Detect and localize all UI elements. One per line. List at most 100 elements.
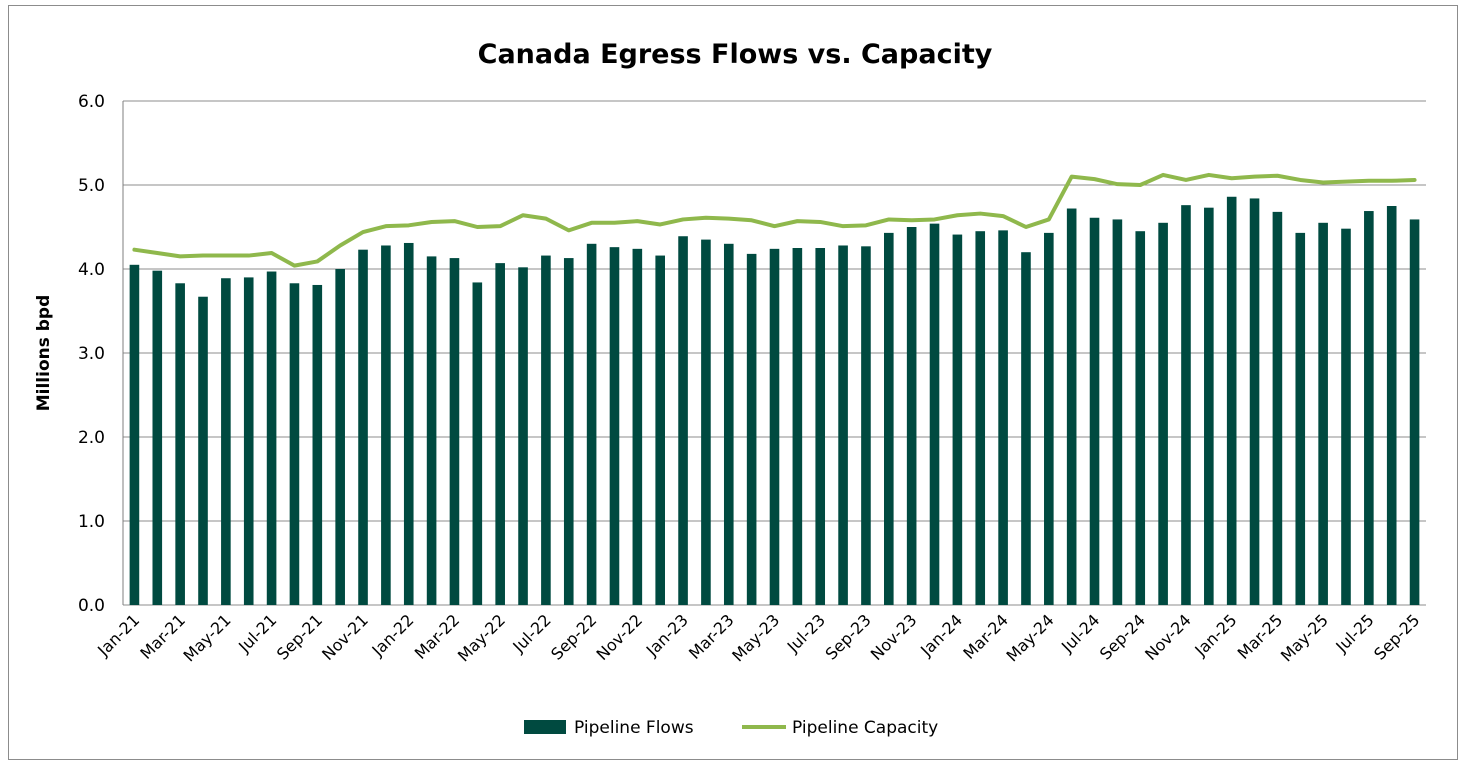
- x-tick-label: Jan-23: [642, 610, 692, 660]
- bar-pipeline-flows: [998, 230, 1008, 606]
- bar-pipeline-flows: [769, 248, 780, 605]
- x-tick-label: May-22: [454, 610, 509, 665]
- bar-pipeline-flows: [1272, 211, 1283, 605]
- bar-pipeline-flows: [289, 283, 300, 605]
- x-tick-label: Nov-24: [1141, 610, 1195, 664]
- bar-pipeline-flows: [929, 223, 940, 605]
- x-tick-label: Jan-22: [368, 610, 418, 660]
- bar-pipeline-flows: [1112, 219, 1123, 605]
- bar-pipeline-flows: [586, 243, 597, 606]
- bar-pipeline-flows: [815, 248, 826, 605]
- bar-pipeline-flows: [221, 278, 231, 605]
- bar-pipeline-flows: [1204, 207, 1214, 605]
- y-tick-label: 6.0: [78, 92, 105, 112]
- y-tick-label: 3.0: [78, 344, 105, 364]
- x-tick-label: Sep-23: [822, 610, 875, 663]
- y-tick-label: 1.0: [78, 512, 105, 532]
- bar-pipeline-flows: [609, 247, 620, 605]
- bar-pipeline-flows: [266, 271, 277, 605]
- bar-pipeline-flows: [655, 255, 665, 605]
- bar-pipeline-flows: [358, 249, 368, 605]
- bar-pipeline-flows: [1021, 252, 1031, 605]
- bar-pipeline-flows: [723, 243, 734, 606]
- bar-pipeline-flows: [312, 284, 323, 605]
- bar-pipeline-flows: [1089, 217, 1100, 605]
- legend-label-pipeline-flows: Pipeline Flows: [574, 718, 694, 738]
- y-tick-label: 0.0: [78, 596, 105, 616]
- y-tick-label: 5.0: [78, 176, 105, 196]
- y-tick-label: 4.0: [78, 260, 105, 280]
- bar-pipeline-flows: [175, 283, 185, 605]
- x-tick-label: Mar-22: [411, 610, 464, 663]
- bar-pipeline-flows: [541, 255, 551, 605]
- bar-pipeline-flows: [1044, 232, 1054, 605]
- y-axis-ticks: 0.0 1.0 2.0 3.0 4.0 5.0 6.0: [78, 92, 105, 616]
- legend: Pipeline Flows Pipeline Capacity: [524, 718, 938, 738]
- x-tick-label: Nov-23: [867, 610, 921, 664]
- x-tick-label: May-21: [180, 610, 235, 665]
- bar-pipeline-flows: [1318, 222, 1328, 606]
- bar-pipeline-flows: [1409, 219, 1420, 605]
- bar-pipeline-flows: [975, 231, 986, 605]
- bar-pipeline-flows: [518, 267, 528, 605]
- bar-pipeline-flows: [1364, 211, 1374, 606]
- x-tick-label: Mar-23: [685, 610, 738, 663]
- y-tick-label: 2.0: [78, 428, 105, 448]
- x-tick-label: Sep-24: [1096, 610, 1149, 663]
- bar-pipeline-flows: [152, 270, 163, 605]
- x-tick-label: Mar-24: [959, 610, 1012, 663]
- bar-pipeline-flows: [381, 245, 391, 606]
- bar-pipeline-flows: [792, 248, 803, 605]
- bar-pipeline-flows: [906, 227, 917, 605]
- bar-pipeline-flows: [861, 246, 871, 605]
- bar-pipeline-flows: [129, 264, 140, 605]
- x-tick-label: Mar-25: [1234, 610, 1287, 663]
- bar-pipeline-flows: [678, 236, 688, 606]
- bar-pipeline-flows: [335, 269, 345, 605]
- bar-pipeline-flows: [563, 258, 574, 605]
- y-axis-label: Millions bpd: [34, 295, 54, 412]
- x-tick-label: Sep-21: [273, 610, 326, 663]
- bar-pipeline-flows: [426, 256, 437, 605]
- bar-pipeline-flows: [1295, 232, 1306, 605]
- bar-pipeline-flows: [838, 245, 848, 606]
- chart-title: Canada Egress Flows vs. Capacity: [478, 39, 993, 70]
- bar-pipeline-flows: [1158, 222, 1168, 606]
- bar-pipeline-flows: [701, 239, 711, 605]
- bar-pipeline-flows: [1135, 231, 1146, 605]
- bar-pipeline-flows: [449, 258, 460, 605]
- bar-pipeline-flows: [1341, 228, 1351, 605]
- bar-pipeline-flows: [1066, 208, 1077, 605]
- line-pipeline-capacity: [132, 172, 1417, 268]
- x-tick-label: May-24: [1003, 610, 1058, 665]
- x-tick-label: May-25: [1277, 610, 1332, 665]
- legend-label-pipeline-capacity: Pipeline Capacity: [792, 718, 938, 738]
- x-tick-label: Nov-22: [592, 610, 646, 664]
- bar-pipeline-flows: [495, 263, 505, 605]
- x-tick-label: Sep-22: [547, 610, 600, 663]
- bar-pipeline-flows: [1226, 196, 1237, 605]
- x-tick-label: Jan-24: [916, 610, 966, 660]
- bar-pipeline-flows: [243, 277, 254, 605]
- x-tick-label: Jan-25: [1190, 610, 1240, 660]
- bar-pipeline-flows: [1386, 206, 1397, 605]
- bar-pipeline-flows: [952, 234, 963, 605]
- x-tick-label: Sep-25: [1370, 610, 1423, 663]
- x-tick-label: Mar-21: [136, 610, 189, 663]
- bar-series: [129, 196, 1420, 606]
- bar-pipeline-flows: [1249, 198, 1260, 605]
- line-series: [132, 172, 1417, 268]
- legend-swatch-pipeline-flows: [524, 720, 566, 734]
- bar-pipeline-flows: [884, 232, 894, 605]
- x-tick-label: May-23: [728, 610, 783, 665]
- bar-pipeline-flows: [198, 296, 208, 605]
- bar-pipeline-flows: [1181, 205, 1191, 605]
- bar-pipeline-flows: [403, 242, 414, 605]
- bar-pipeline-flows: [632, 248, 643, 605]
- bar-pipeline-flows: [746, 253, 757, 605]
- x-tick-label: Nov-21: [318, 610, 372, 664]
- x-tick-label: Jan-21: [93, 610, 143, 660]
- bar-pipeline-flows: [472, 282, 483, 605]
